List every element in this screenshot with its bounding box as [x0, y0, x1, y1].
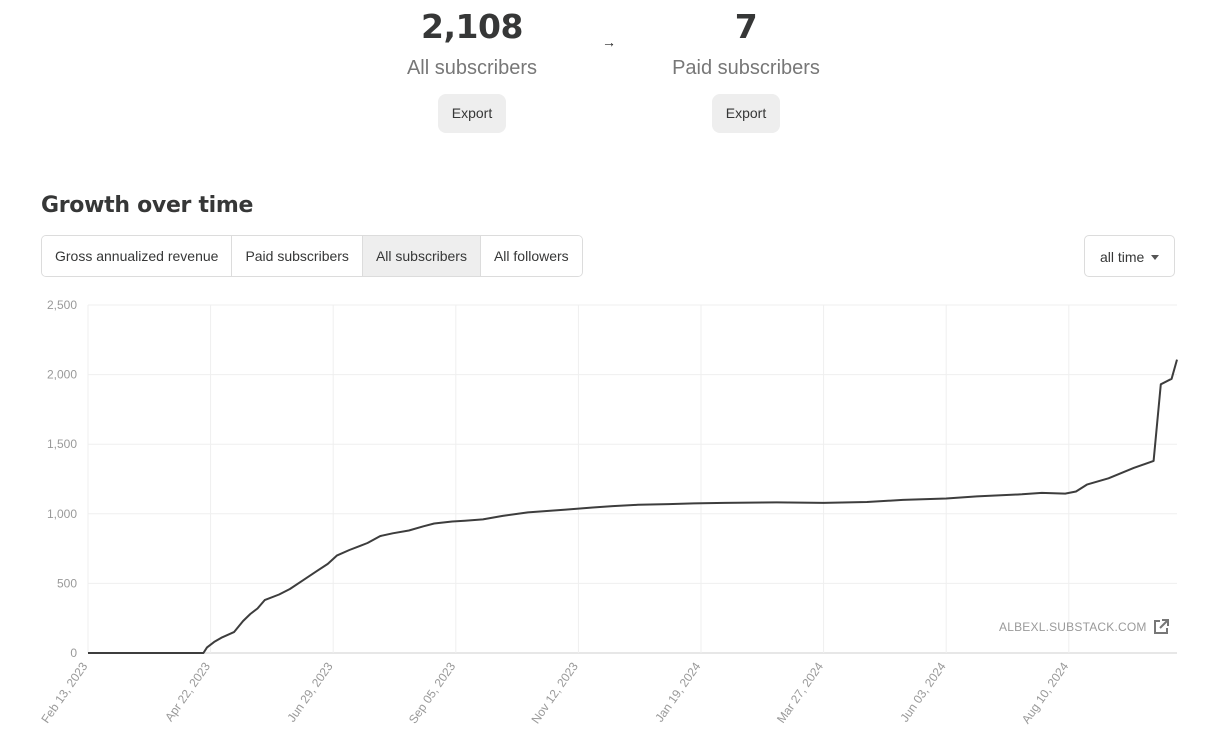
metric-tabs: Gross annualized revenue Paid subscriber…: [41, 235, 583, 277]
x-tick-label: Jun 03, 2024: [897, 659, 948, 724]
arrow-right-icon: →: [602, 34, 616, 50]
x-tick-label: Aug 10, 2024: [1019, 659, 1072, 726]
export-paid-subscribers-button[interactable]: Export: [712, 94, 780, 133]
y-tick-label: 1,500: [47, 437, 77, 451]
substack-link[interactable]: ALBEXL.SUBSTACK.COM: [999, 617, 1171, 637]
export-all-subscribers-button[interactable]: Export: [438, 94, 506, 133]
x-tick-label: Jun 29, 2023: [284, 659, 335, 724]
x-tick-label: Jan 19, 2024: [652, 659, 703, 724]
tab-all-subscribers[interactable]: All subscribers: [362, 236, 481, 276]
all-subscribers-label: All subscribers: [406, 57, 538, 79]
stat-all-subscribers: 2,108 All subscribers Export: [362, 6, 582, 133]
x-tick-label: Apr 22, 2023: [162, 659, 213, 724]
y-tick-label: 500: [57, 576, 77, 590]
x-tick-label: Feb 13, 2023: [38, 659, 90, 725]
x-tick-label: Mar 27, 2024: [774, 659, 826, 725]
all-subscribers-line: [88, 359, 1178, 654]
paid-subscribers-count: 7: [734, 7, 758, 46]
y-tick-label: 2,500: [47, 298, 77, 312]
all-subscribers-count: 2,108: [421, 7, 523, 46]
tab-gross-annualized-revenue[interactable]: Gross annualized revenue: [42, 236, 233, 276]
y-tick-label: 0: [70, 646, 77, 660]
tab-all-followers[interactable]: All followers: [480, 236, 582, 276]
paid-subscribers-label: Paid subscribers: [672, 57, 820, 79]
substack-domain-text: ALBEXL.SUBSTACK.COM: [999, 620, 1147, 634]
time-range-dropdown[interactable]: all time: [1084, 235, 1175, 277]
tab-paid-subscribers[interactable]: Paid subscribers: [232, 236, 363, 276]
x-tick-label: Sep 05, 2023: [406, 659, 459, 726]
time-range-value: all time: [1100, 249, 1145, 265]
external-link-icon: [1153, 619, 1169, 634]
growth-section-title: Growth over time: [41, 193, 254, 218]
growth-chart: 0 500 1,000 1,500 2,000 2,500 Feb 13, 2023 Apr…: [38, 298, 1178, 726]
y-tick-label: 2,000: [47, 368, 77, 382]
y-tick-label: 1,000: [47, 507, 77, 521]
x-tick-label: Nov 12, 2023: [528, 659, 581, 726]
caret-down-icon: [1151, 255, 1159, 260]
stat-paid-subscribers: 7 Paid subscribers Export: [636, 6, 856, 133]
